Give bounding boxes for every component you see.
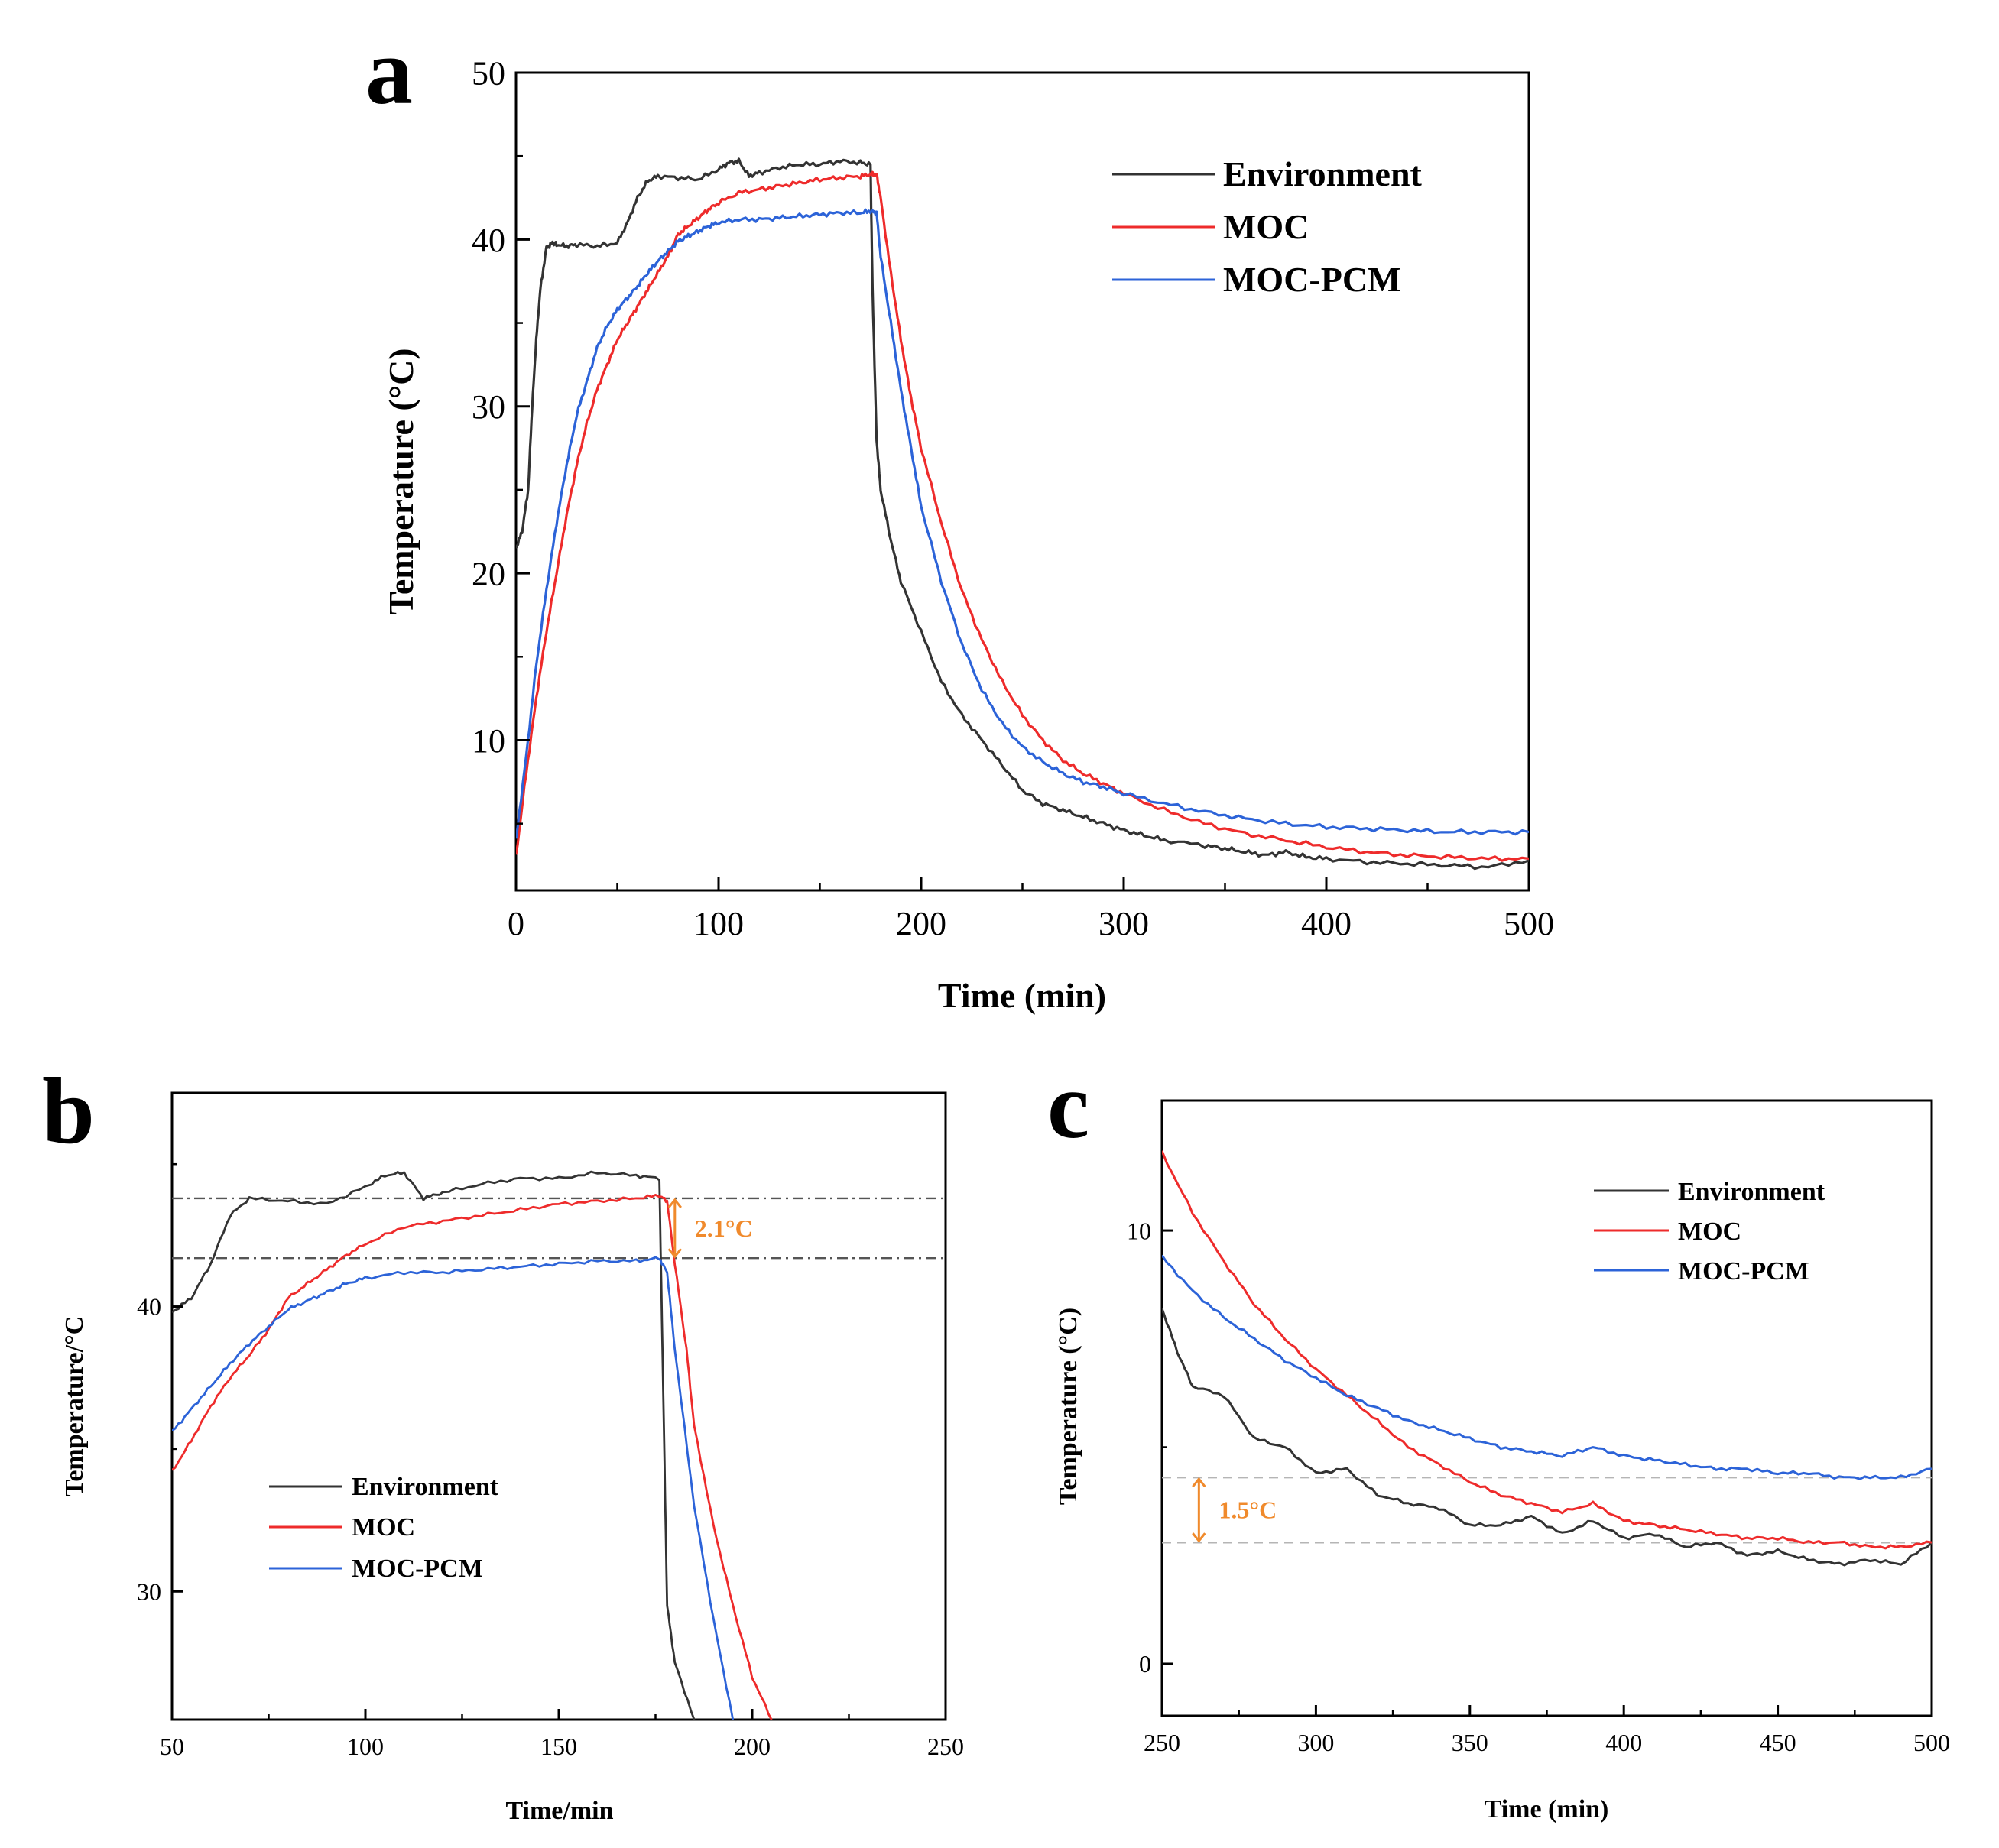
panel-a-xtick-label-1: 100 bbox=[693, 905, 744, 942]
panel-b-annotation: 2.1°C bbox=[667, 1198, 753, 1259]
panel-b-ytick-label-1: 40 bbox=[137, 1293, 161, 1321]
panel-b-series-moc bbox=[172, 1194, 773, 1720]
panel-b-xtick-label-4: 250 bbox=[927, 1733, 964, 1760]
panel-b-y-axis-label: Temperature/°C bbox=[60, 1316, 89, 1496]
panel-b-xtick-label-3: 200 bbox=[734, 1733, 771, 1760]
panel-c-xtick-label-5: 500 bbox=[1913, 1729, 1950, 1756]
panel-a-xtick-label-2: 200 bbox=[896, 905, 946, 942]
panel-c-xtick-label-2: 350 bbox=[1452, 1729, 1488, 1756]
panel-b-x-axis-label: Time/min bbox=[505, 1797, 613, 1825]
panel-c-annotation-label: 1.5°C bbox=[1219, 1496, 1277, 1524]
panel-b-xtick-label-1: 100 bbox=[347, 1733, 384, 1760]
panel-a-frame bbox=[514, 71, 1530, 892]
panel-b-xtick-label-0: 50 bbox=[160, 1733, 184, 1760]
panel-b-series-moc-pcm bbox=[172, 1256, 735, 1720]
panel-a-series-moc bbox=[516, 170, 1529, 862]
panel-a-ytick-label-2: 30 bbox=[472, 388, 505, 426]
panel-c-series-moc bbox=[1162, 1150, 1932, 1550]
panel-b-series-environment bbox=[172, 1170, 696, 1720]
panel-a-series-moc-pcm bbox=[516, 208, 1529, 839]
panel-c-series bbox=[1162, 1150, 1932, 1567]
panel-a-ticks: 0 100 200 300 400 500 10 20 30 40 50 bbox=[472, 54, 1554, 942]
legend-b-moc-label: MOC bbox=[352, 1513, 415, 1542]
panel-c-annotation: 1.5°C bbox=[1192, 1477, 1277, 1543]
panel-c-x-axis-label: Time (min) bbox=[1485, 1795, 1609, 1824]
legend-a-moc-label: MOC bbox=[1223, 207, 1309, 246]
panel-c-annotation-arrow-head-bottom bbox=[1192, 1532, 1206, 1543]
panel-b-annotation-label: 2.1°C bbox=[695, 1214, 753, 1242]
legend-c-moc-pcm-label: MOC-PCM bbox=[1678, 1257, 1809, 1285]
panel-c-ytick-label-0: 0 bbox=[1139, 1650, 1151, 1678]
panel-c-xtick-label-0: 250 bbox=[1144, 1729, 1180, 1756]
panel-b-annotation-arrow-head-bottom bbox=[667, 1248, 682, 1259]
panel-c-xtick-label-3: 400 bbox=[1605, 1729, 1642, 1756]
panel-a-series bbox=[516, 157, 1529, 871]
panel-a-xtick-label-0: 0 bbox=[508, 905, 524, 942]
legend-a-moc-pcm-label: MOC-PCM bbox=[1223, 260, 1400, 299]
panel-b-ticks: 50 100 150 200 250 30 40 bbox=[137, 1162, 964, 1760]
panel-c-ticks: 250 300 350 400 450 500 0 10 bbox=[1127, 1217, 1950, 1756]
panel-c-y-axis-label: Temperature (°C) bbox=[1054, 1308, 1082, 1505]
panel-c-ytick-label-1: 10 bbox=[1127, 1217, 1151, 1244]
legend-c-environment-label: Environment bbox=[1678, 1178, 1825, 1206]
panel-a-ytick-label-4: 50 bbox=[472, 54, 505, 92]
panel-b-annotation-arrow-head-top bbox=[667, 1198, 682, 1208]
panel-a-ytick-label-0: 10 bbox=[472, 722, 505, 760]
panel-c-legend: Environment MOC MOC-PCM bbox=[1594, 1178, 1825, 1285]
panel-a-xtick-label-3: 300 bbox=[1098, 905, 1149, 942]
panel-a-y-axis-label: Temperature (°C) bbox=[381, 348, 420, 614]
panel-b-ytick-label-0: 30 bbox=[137, 1577, 161, 1605]
panel-c-series-environment bbox=[1162, 1308, 1932, 1567]
panel-b-legend: Environment MOC MOC-PCM bbox=[269, 1473, 499, 1583]
panel-c-letter: c bbox=[1047, 1053, 1089, 1158]
legend-b-moc-pcm-label: MOC-PCM bbox=[352, 1555, 483, 1583]
panel-b-xtick-label-2: 150 bbox=[540, 1733, 577, 1760]
panel-b-letter: b bbox=[42, 1059, 95, 1163]
legend-c-moc-label: MOC bbox=[1678, 1217, 1741, 1246]
panel-c-reference-lines bbox=[1162, 1477, 1932, 1544]
panel-a-xtick-label-4: 400 bbox=[1301, 905, 1352, 942]
panel-b-frame bbox=[170, 1091, 947, 1721]
legend-a-environment-label: Environment bbox=[1223, 154, 1423, 193]
panel-a-xtick-label-5: 500 bbox=[1504, 905, 1554, 942]
panel-c-annotation-arrow-head-top bbox=[1192, 1477, 1206, 1488]
panel-b: b 50 100 150 200 250 30 40 2.1°C Time/min Temp… bbox=[42, 1059, 964, 1825]
panel-c-xtick-label-1: 300 bbox=[1297, 1729, 1334, 1756]
panel-a-ytick-label-3: 40 bbox=[472, 222, 505, 259]
panel-c-xtick-label-4: 450 bbox=[1760, 1729, 1796, 1756]
legend-b-environment-label: Environment bbox=[352, 1473, 499, 1501]
panel-b-reference-lines bbox=[172, 1197, 946, 1260]
panel-c-series-moc-pcm bbox=[1162, 1254, 1932, 1480]
panel-c: c 250 300 350 400 450 500 0 10 1.5°C Time (min)… bbox=[1047, 1053, 1950, 1824]
panel-a-letter: a bbox=[365, 19, 413, 124]
panel-a-legend: Environment MOC MOC-PCM bbox=[1112, 154, 1423, 299]
panel-a-ytick-label-1: 20 bbox=[472, 556, 505, 593]
panel-b-series bbox=[172, 1170, 773, 1720]
panel-a-series-environment bbox=[516, 157, 1529, 871]
panel-a-x-axis-label: Time (min) bbox=[938, 976, 1106, 1015]
